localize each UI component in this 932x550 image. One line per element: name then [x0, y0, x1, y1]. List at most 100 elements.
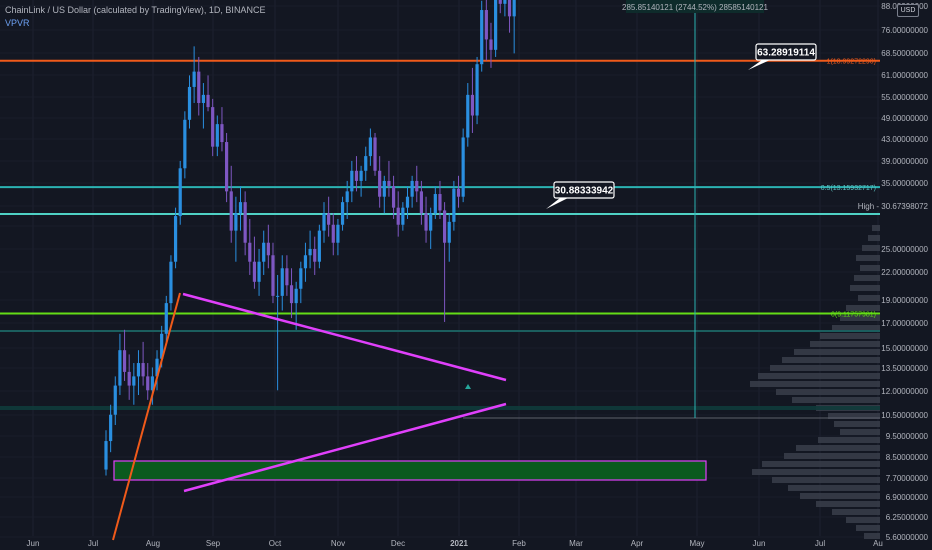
indicator-label-vpvr[interactable]: VPVR	[5, 18, 30, 28]
candle-body	[155, 358, 159, 377]
callout-target-box	[755, 43, 817, 61]
candle-body	[257, 261, 261, 282]
time-tick-label: Nov	[331, 539, 345, 548]
chart-background	[0, 0, 880, 550]
price-callouts: 30.88333942 63.28919114 285.85140121 (2744…	[546, 0, 817, 209]
currency-badge[interactable]: USD	[897, 4, 919, 17]
candle-body	[424, 213, 428, 231]
candle-body	[164, 303, 168, 334]
candle-body	[220, 124, 224, 143]
vpvr-bar	[750, 381, 880, 387]
candle-body	[248, 242, 252, 262]
vpvr-bar	[820, 333, 880, 339]
vpvr-bar	[840, 315, 880, 321]
vpvr-bar	[860, 265, 880, 271]
candle-body	[308, 248, 312, 256]
time-tick-label: 2021	[450, 539, 468, 548]
candle-body	[438, 194, 442, 211]
candle-body	[229, 191, 233, 231]
price-tick-label: 35.00000000	[881, 179, 928, 188]
chart-title: ChainLink / US Dollar (calculated by Tra…	[5, 5, 266, 15]
vpvr-bar	[758, 373, 880, 379]
candle-body	[452, 188, 456, 222]
vpvr-bar	[782, 357, 880, 363]
candle-body	[480, 10, 484, 65]
candle-body	[354, 170, 359, 181]
vpvr-bar	[770, 365, 880, 371]
candle-body	[224, 142, 229, 192]
vpvr-bar	[800, 493, 880, 499]
price-tick-label: 22.00000000	[881, 268, 928, 277]
vpvr-bar	[772, 477, 880, 483]
price-tick-label: 61.00000000	[881, 71, 928, 80]
candle-body	[484, 10, 488, 40]
candle-body	[461, 137, 465, 197]
candle-body	[364, 156, 368, 171]
candle-body	[507, 0, 512, 17]
candle-body	[201, 94, 206, 103]
candle-body	[206, 94, 210, 108]
vpvr-bar	[862, 245, 880, 251]
candle-body	[489, 39, 493, 50]
candle-body	[475, 64, 479, 116]
candle-body	[401, 207, 405, 225]
candle-body	[470, 94, 475, 116]
price-tick-label: 10.50000000	[881, 411, 928, 420]
time-axis[interactable]: Jun Jul Aug Sep Oct Nov Dec 2021 Feb Mar Apr May Jun…	[27, 539, 883, 548]
price-tick-label: 13.50000000	[881, 364, 928, 373]
time-tick-label: Feb	[512, 539, 526, 548]
candle-body	[234, 213, 238, 231]
candle-body	[350, 170, 354, 192]
candle-body	[146, 376, 150, 391]
candle-body	[178, 168, 182, 217]
price-tick-label: 76.00000000	[881, 26, 928, 35]
vpvr-bar	[788, 485, 880, 491]
candle-body	[187, 86, 192, 120]
candle-body	[197, 71, 201, 103]
candle-body	[378, 170, 382, 197]
candle-body	[122, 350, 127, 372]
time-tick-label: Jul	[88, 539, 98, 548]
callout-high-box	[553, 181, 615, 199]
candle-body	[322, 213, 326, 231]
price-tick-label: 43.00000000	[881, 135, 928, 144]
price-tick-label: 19.00000000	[881, 296, 928, 305]
fib-label: 0(9.11757981)	[831, 312, 876, 319]
measure-readout: 285.85140121 (2744.52%) 285851401​21	[622, 3, 768, 12]
candle-body	[327, 213, 331, 225]
vpvr-bar	[792, 397, 880, 403]
candle-body	[345, 191, 349, 203]
time-tick-label: Sep	[206, 539, 221, 548]
candle-body	[303, 255, 308, 269]
vpvr-bar	[762, 461, 880, 467]
fib-label: 1(18.99272290)	[827, 59, 876, 66]
vpvr-bar	[850, 285, 880, 291]
candle-body	[150, 376, 154, 391]
candle-body	[169, 261, 173, 304]
candle-body	[136, 363, 141, 377]
vpvr-bar	[776, 389, 880, 395]
time-tick-label: May	[689, 539, 704, 548]
price-tick-label: 55.00000000	[881, 93, 928, 102]
candle-body	[396, 207, 400, 225]
candle-body	[340, 202, 345, 225]
candle-body	[415, 180, 419, 192]
candle-body	[280, 268, 284, 296]
price-tick-label: 25.00000000	[881, 245, 928, 254]
candle-body	[503, 0, 507, 4]
vpvr-bar	[810, 341, 880, 347]
candle-body	[498, 0, 502, 4]
candle-body	[456, 188, 461, 197]
impulse-line	[112, 292, 181, 541]
vpvr-bar	[858, 295, 880, 301]
candle-body	[331, 224, 335, 243]
price-tick-label: 49.00000000	[881, 114, 928, 123]
candle-body	[266, 242, 270, 256]
support-band	[0, 406, 880, 410]
fib-label: 0.5(13.15932717)	[821, 185, 876, 192]
time-tick-label: Oct	[269, 539, 282, 548]
time-tick-label: Apr	[631, 539, 644, 548]
time-tick-label: Dec	[391, 539, 405, 548]
demand-zone	[113, 460, 707, 481]
